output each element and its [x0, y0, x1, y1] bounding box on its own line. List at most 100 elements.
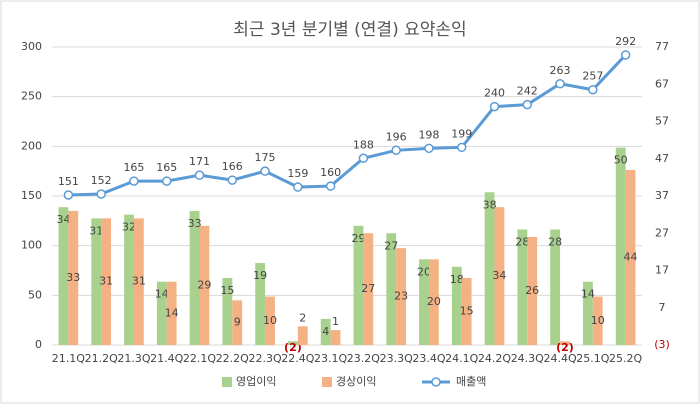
data-label: 23	[394, 290, 408, 303]
y2-tick-label: 37	[655, 189, 669, 202]
bar	[232, 300, 243, 345]
x-tick-label: 22.1Q	[183, 352, 216, 365]
bar	[58, 207, 69, 345]
y2-tick-label: 17	[655, 264, 669, 277]
line-point	[489, 101, 500, 112]
x-tick-label: 22.3Q	[248, 352, 281, 365]
data-label: 242	[517, 85, 538, 98]
x-tick-label: 21.2Q	[85, 352, 118, 365]
line-point	[522, 99, 533, 110]
bar	[550, 229, 561, 345]
legend-swatch	[322, 377, 332, 387]
bar	[451, 266, 462, 345]
x-tick-label: 25.1Q	[576, 352, 609, 365]
legend-label: 경상이익	[336, 375, 376, 388]
x-tick-label: 23.2Q	[347, 352, 380, 365]
data-label: 20	[427, 295, 441, 308]
bar	[91, 218, 102, 345]
y2-tick-label: 67	[655, 77, 669, 90]
data-label: 14	[165, 306, 179, 319]
data-label: (2)	[284, 341, 302, 354]
line-point	[96, 189, 106, 199]
line-point	[129, 176, 139, 186]
data-label: 33	[188, 217, 202, 230]
bar	[396, 248, 406, 345]
bar	[625, 169, 636, 345]
bar	[288, 341, 298, 345]
y-tick-label: 0	[35, 338, 42, 351]
data-label: 38	[483, 198, 497, 211]
x-tick-label: 24.3Q	[511, 352, 544, 365]
data-label: 159	[287, 167, 308, 180]
legend-label: 영업이익	[236, 375, 276, 388]
data-label: 28	[548, 236, 562, 249]
data-label: 10	[591, 314, 605, 327]
data-label: 257	[582, 70, 603, 83]
bar	[133, 218, 144, 345]
y-tick-label: 100	[21, 239, 42, 252]
bar	[297, 326, 308, 345]
y-tick-label: 300	[21, 40, 42, 53]
bar	[517, 229, 528, 345]
data-label: 152	[91, 174, 112, 187]
y2-tick-label: 47	[655, 152, 669, 165]
data-label: 31	[99, 275, 113, 288]
x-tick-label: 21.4Q	[150, 352, 183, 365]
data-label: 31	[132, 275, 146, 288]
data-label: 29	[351, 232, 365, 245]
line-point	[63, 190, 74, 200]
data-label: 26	[525, 284, 539, 297]
bar	[199, 225, 210, 345]
data-label: 1	[332, 315, 339, 328]
line-point	[293, 182, 303, 192]
x-tick-label: 23.3Q	[380, 352, 413, 365]
data-label: 27	[361, 282, 375, 295]
y-tick-label: 200	[21, 139, 42, 152]
bar	[560, 341, 570, 345]
line	[68, 53, 627, 197]
bar	[615, 147, 626, 345]
data-label: 50	[614, 154, 628, 167]
line-point	[555, 79, 565, 89]
data-label: 292	[615, 35, 636, 48]
x-tick-label: 22.2Q	[216, 352, 249, 365]
bar	[461, 277, 472, 345]
bar	[189, 210, 200, 345]
data-label: 14	[581, 288, 595, 301]
y-tick-label: 250	[21, 90, 42, 103]
bar	[583, 281, 593, 345]
legend-swatch	[431, 377, 441, 387]
bar	[166, 281, 177, 345]
x-tick-label: 24.1Q	[445, 352, 478, 365]
data-label: 27	[384, 239, 398, 252]
data-label: 15	[220, 284, 234, 297]
data-label: 9	[234, 316, 241, 329]
x-tick-label: 22.4Q	[281, 352, 314, 365]
x-tick-label: 21.3Q	[117, 352, 150, 365]
line-point	[424, 143, 434, 154]
x-tick-label: 24.4Q	[543, 352, 576, 365]
bar	[330, 330, 341, 345]
bar	[222, 277, 233, 345]
data-label: 18	[450, 273, 464, 286]
data-label: 165	[156, 161, 177, 174]
data-label: 14	[155, 288, 169, 301]
data-label: 240	[484, 87, 505, 100]
x-tick-label: 24.2Q	[478, 352, 511, 365]
data-label: 263	[550, 64, 571, 77]
data-label: 188	[353, 138, 374, 151]
data-label: 28	[515, 236, 529, 249]
x-tick-label: 23.4Q	[412, 352, 445, 365]
data-label: 31	[89, 224, 103, 237]
data-label: 160	[320, 166, 341, 179]
line-point	[456, 142, 467, 153]
chart-title: 최근 3년 분기별 (연결) 요약손익	[233, 20, 466, 40]
bar	[484, 192, 495, 345]
y2-tick-label: (3)	[654, 338, 670, 351]
data-label: 196	[386, 130, 407, 143]
data-label: 34	[56, 213, 70, 226]
data-label: 44	[624, 250, 638, 263]
bar	[363, 233, 374, 345]
data-label: 20	[417, 265, 431, 278]
